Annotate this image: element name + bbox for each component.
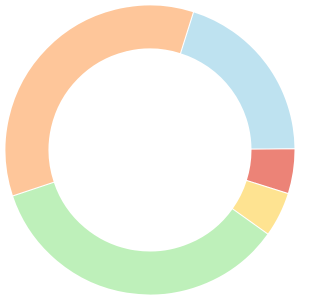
doughnut-segment	[179, 11, 296, 150]
doughnut-segment	[11, 181, 269, 296]
chart	[4, 4, 296, 296]
doughnut-segment	[4, 4, 195, 197]
